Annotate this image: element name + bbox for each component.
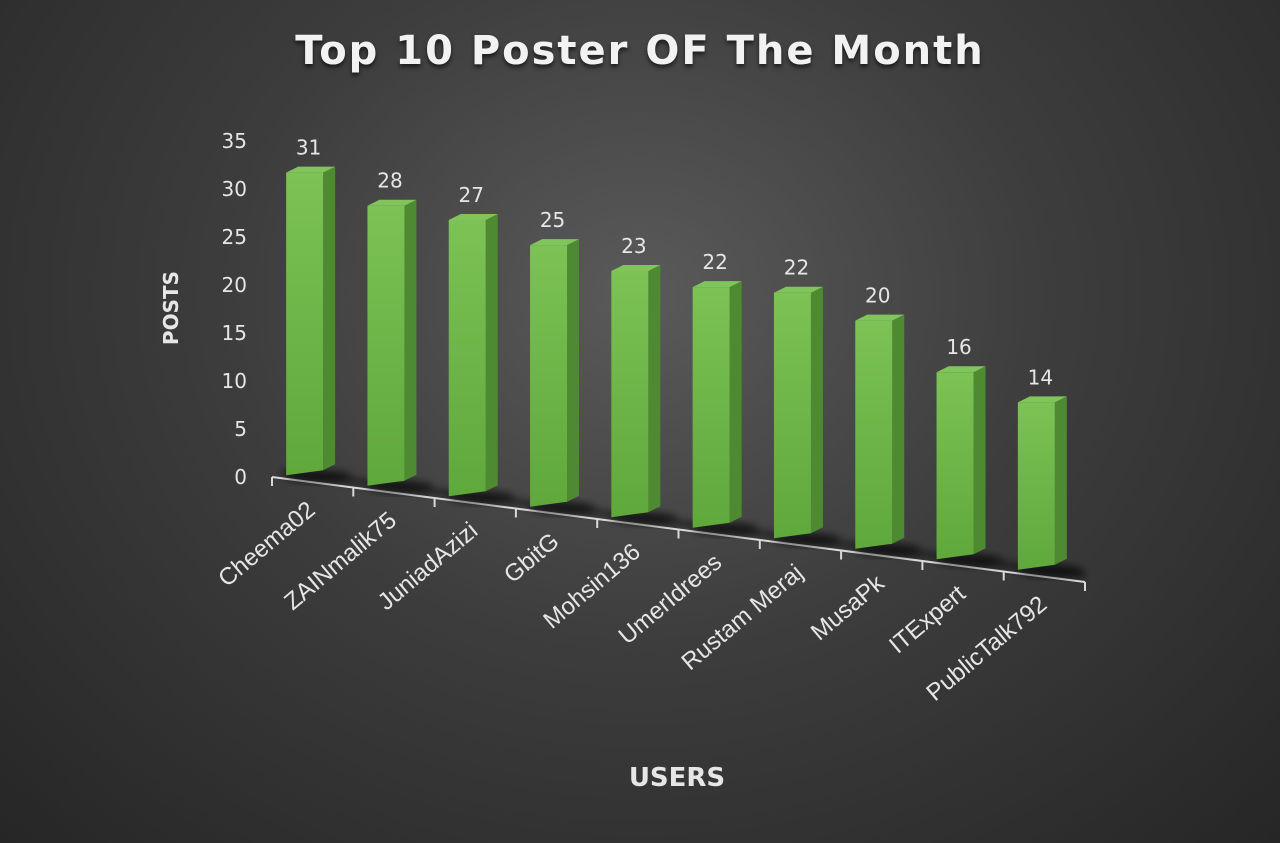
chart-title: Top 10 Poster OF The Month bbox=[295, 28, 985, 74]
bar-cheema02 bbox=[285, 166, 352, 484]
y-tick-label: 25 bbox=[222, 225, 247, 249]
data-label: 22 bbox=[702, 250, 727, 274]
data-label: 27 bbox=[459, 183, 484, 207]
data-label: 22 bbox=[784, 256, 809, 280]
y-tick-label: 15 bbox=[222, 321, 247, 345]
data-label: 23 bbox=[621, 234, 646, 258]
data-label: 14 bbox=[1028, 365, 1053, 389]
bar-zainmalik75 bbox=[366, 199, 434, 494]
y-tick-label: 0 bbox=[234, 465, 247, 489]
y-axis-title: POSTS bbox=[159, 271, 183, 345]
y-tick-label: 5 bbox=[234, 417, 247, 441]
y-tick-label: 30 bbox=[222, 177, 247, 201]
bar-gbitg bbox=[529, 239, 596, 515]
bar-umeridrees bbox=[691, 281, 759, 536]
y-tick-label: 20 bbox=[222, 273, 247, 297]
data-label: 20 bbox=[865, 284, 890, 308]
bar-mohsin136 bbox=[610, 265, 678, 526]
x-tick-label: MusaPk bbox=[806, 569, 891, 646]
y-tick-label: 35 bbox=[222, 129, 247, 153]
data-label: 31 bbox=[296, 136, 321, 160]
x-tick-label: ITExpert bbox=[884, 580, 971, 659]
bar-itexpert bbox=[935, 366, 1003, 568]
bar-juniadazizi bbox=[447, 214, 515, 505]
x-axis-title: USERS bbox=[629, 763, 725, 793]
data-label: 16 bbox=[946, 335, 971, 359]
x-tick-label: GbitG bbox=[499, 528, 564, 589]
data-label: 28 bbox=[377, 169, 402, 193]
data-label: 25 bbox=[540, 208, 565, 232]
bar-layer bbox=[285, 166, 1084, 578]
bar-musapk bbox=[854, 314, 922, 557]
y-tick-label: 10 bbox=[222, 369, 247, 393]
bar-publictalk792 bbox=[1017, 396, 1084, 578]
bar-rustam-meraj bbox=[773, 286, 840, 547]
